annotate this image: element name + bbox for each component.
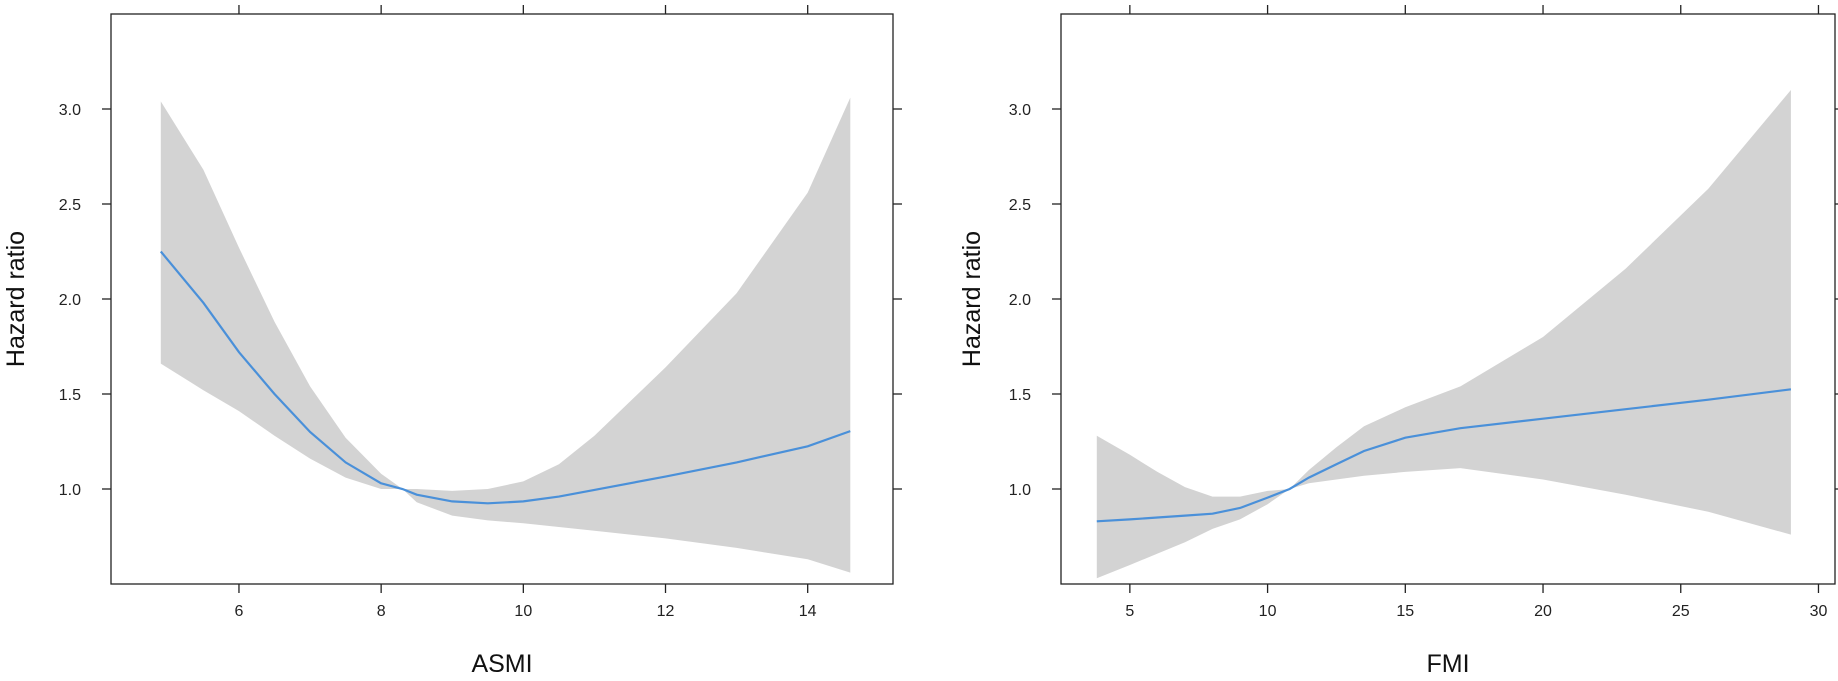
y-tick-label: 3.0 [59,102,81,119]
y-tick-label: 1.0 [1009,482,1031,499]
x-tick-label: 5 [1125,603,1134,620]
x-axis-title: ASMI [471,650,532,678]
panel-1: 6 8 10 12 14 1.0 1.5 2.0 2.5 3.0 ASMI Hazard ratio [2,5,902,678]
confidence-band [1096,90,1791,579]
y-tick-label: 2.0 [59,292,81,309]
y-tick-label: 3.0 [1009,102,1031,119]
y-tick-label: 1.0 [59,482,81,499]
x-tick-label: 25 [1672,603,1690,620]
hazard-ratio-line [1096,388,1792,523]
x-tick-label: 30 [1810,603,1828,620]
x-tick-label: 20 [1534,603,1552,620]
y-tick-label: 2.0 [1009,292,1031,309]
x-tick-label: 14 [799,603,817,620]
y-tick-label: 1.5 [1009,387,1031,404]
y-axis-title: Hazard ratio [958,231,986,367]
x-tick-label: 10 [514,603,532,620]
y-tick-label: 2.5 [59,197,81,214]
x-tick-label: 12 [657,603,675,620]
x-tick-label: 6 [235,603,244,620]
panel-2: 5 10 15 20 25 30 1.0 1.5 2.0 2.5 3.0 FMI Hazard rati… [958,5,1838,678]
x-tick-label: 10 [1259,603,1277,620]
x-axis-title: FMI [1426,650,1469,678]
y-tick-label: 1.5 [59,387,81,404]
y-tick-label: 2.5 [1009,197,1031,214]
hazard-ratio-line [159,250,851,505]
x-tick-label: 15 [1396,603,1414,620]
confidence-band [160,97,851,573]
x-tick-label: 8 [377,603,386,620]
y-axis-title: Hazard ratio [2,231,30,367]
